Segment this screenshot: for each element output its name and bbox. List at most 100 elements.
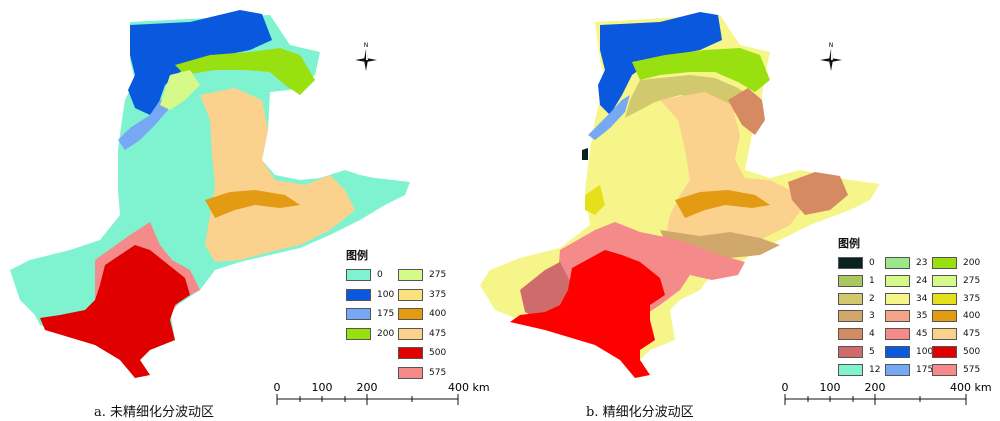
scale-b-tick-100: 100 [820, 381, 841, 394]
legend-label: 4 [869, 329, 875, 340]
legend-item: 200 [932, 256, 980, 270]
legend-label: 5 [869, 347, 875, 357]
legend-swatch [398, 347, 423, 359]
legend-swatch [398, 288, 423, 301]
caption-a: a. 未精细化分波动区 [94, 405, 215, 420]
legend-label: 35 [916, 311, 928, 322]
legend-item: 34 [885, 292, 927, 306]
legend-swatch [838, 328, 863, 341]
legend-item: 275 [932, 274, 980, 288]
legend-item: 475 [932, 327, 980, 341]
legend-item: 24 [885, 274, 927, 288]
legend-swatch [932, 363, 957, 376]
legend-swatch [885, 310, 910, 323]
legend-label: 12 [869, 364, 881, 375]
legend-label: 45 [916, 329, 928, 340]
legend-label: 375 [429, 289, 447, 300]
legend-b-title: 图例 [838, 237, 860, 250]
map-a-region-500 [40, 245, 190, 378]
map-b-region-200 [632, 48, 770, 92]
legend-swatch [838, 274, 863, 287]
map-b [480, 12, 880, 378]
legend-swatch [885, 257, 910, 269]
scale-b-tick-200: 200 [865, 381, 886, 394]
legend-label: 0 [869, 258, 875, 268]
legend-a-title: 图例 [346, 249, 368, 262]
map-a-region-475 [200, 88, 355, 262]
map-b-region-375 [585, 185, 605, 215]
legend-label: 2 [869, 293, 875, 304]
map-a-region-275 [160, 70, 200, 110]
scale-a-tick-100: 100 [312, 381, 333, 394]
map-b-region-100 [598, 12, 722, 115]
legend-label: 175 [916, 364, 934, 375]
legend-item: 4 [838, 327, 875, 341]
legend-item: 500 [932, 345, 980, 359]
legend-label: 400 [429, 309, 447, 319]
legend-label: 275 [963, 275, 981, 286]
north-arrow-b: N [820, 42, 842, 71]
legend-label: 175 [377, 309, 395, 319]
legend-item: 175 [346, 307, 394, 321]
legend-item: 100 [346, 288, 394, 302]
legend-label: 100 [377, 289, 395, 300]
legend-swatch [398, 308, 423, 320]
legend-label: 500 [429, 348, 447, 358]
legend-label: 24 [916, 275, 928, 286]
legend-item: 12 [838, 363, 880, 377]
legend-item: 0 [838, 256, 875, 270]
legend-item: 400 [932, 309, 980, 323]
legend-item: 575 [932, 363, 980, 377]
legend-swatch [932, 346, 957, 358]
north-label-b: N [829, 42, 834, 49]
legend-label: 100 [916, 347, 934, 357]
legend-swatch [885, 328, 910, 341]
north-label-a: N [364, 42, 369, 49]
map-b-region-400 [675, 190, 770, 218]
legend-item: 500 [398, 346, 446, 360]
legend-swatch [398, 327, 423, 340]
scale-bar-a: 0 100 200 400 km [274, 381, 490, 405]
map-b-region-4a [728, 88, 765, 135]
legend-item: 23 [885, 256, 927, 270]
map-a [10, 10, 410, 378]
scale-a-tick-200: 200 [357, 381, 378, 394]
map-b-region-500 [510, 250, 665, 378]
map-a-region-175 [118, 95, 170, 150]
legend-swatch [885, 346, 910, 358]
legend-label: 575 [429, 367, 447, 378]
legend-swatch [838, 310, 863, 323]
legend-label: 3 [869, 311, 875, 322]
legend-swatch [398, 269, 423, 281]
legend-swatch [346, 308, 371, 320]
legend-item: 45 [885, 327, 927, 341]
scale-bar-b: 0 100 200 400 km [782, 381, 992, 405]
legend-label: 500 [963, 347, 981, 357]
legend-label: 23 [916, 258, 928, 268]
legend-swatch [346, 327, 371, 340]
caption-b: b. 精细化分波动区 [586, 405, 694, 420]
north-arrow-a: N [355, 42, 377, 71]
scale-a-tick-0: 0 [274, 381, 281, 394]
legend-swatch [932, 310, 957, 323]
map-a-region-400 [205, 190, 300, 218]
legend-swatch [838, 292, 863, 305]
legend-item: 200 [346, 327, 394, 341]
map-a-region-200 [175, 48, 315, 95]
legend-swatch [885, 363, 910, 376]
legend-swatch [932, 257, 957, 269]
legend-item: 375 [932, 292, 980, 306]
legend-swatch [932, 292, 957, 305]
legend-label: 200 [377, 328, 395, 339]
legend-label: 200 [963, 258, 981, 268]
legend-swatch [838, 346, 863, 358]
legend-swatch [838, 363, 863, 376]
legend-label: 0 [377, 270, 383, 280]
legend-item: 2 [838, 292, 875, 306]
legend-item: 5 [838, 345, 875, 359]
legend-label: 475 [429, 328, 447, 339]
legend-swatch [885, 274, 910, 287]
map-b-region-0 [582, 148, 588, 160]
legend-item: 275 [398, 268, 446, 282]
legend-label: 400 [963, 311, 981, 322]
